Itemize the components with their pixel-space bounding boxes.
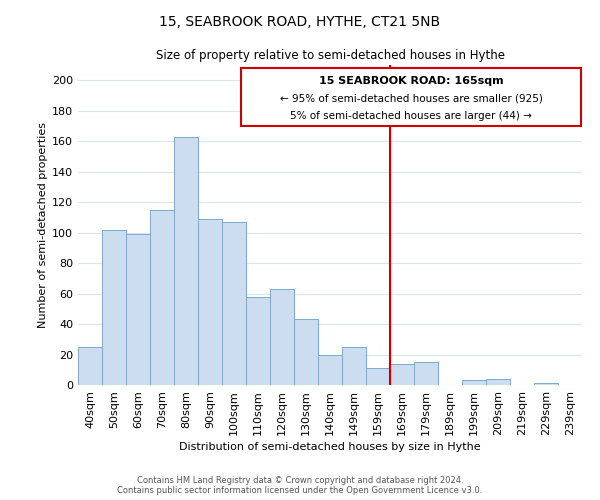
Bar [222, 222, 246, 385]
Bar [294, 320, 318, 385]
Bar [486, 379, 510, 385]
Bar [102, 230, 126, 385]
Bar [390, 364, 414, 385]
Bar [366, 368, 390, 385]
Y-axis label: Number of semi-detached properties: Number of semi-detached properties [38, 122, 48, 328]
Bar [198, 219, 222, 385]
Text: 15 SEABROOK ROAD: 165sqm: 15 SEABROOK ROAD: 165sqm [319, 76, 503, 86]
Text: 5% of semi-detached houses are larger (44) →: 5% of semi-detached houses are larger (4… [290, 110, 532, 120]
Bar [150, 210, 174, 385]
Bar [534, 384, 558, 385]
Text: ← 95% of semi-detached houses are smaller (925): ← 95% of semi-detached houses are smalle… [280, 93, 542, 103]
X-axis label: Distribution of semi-detached houses by size in Hythe: Distribution of semi-detached houses by … [179, 442, 481, 452]
Title: Size of property relative to semi-detached houses in Hythe: Size of property relative to semi-detach… [155, 50, 505, 62]
Text: 15, SEABROOK ROAD, HYTHE, CT21 5NB: 15, SEABROOK ROAD, HYTHE, CT21 5NB [160, 15, 440, 29]
Bar [246, 296, 270, 385]
Bar [174, 136, 198, 385]
FancyBboxPatch shape [241, 68, 581, 126]
Text: Contains HM Land Registry data © Crown copyright and database right 2024.
Contai: Contains HM Land Registry data © Crown c… [118, 476, 482, 495]
Bar [342, 347, 366, 385]
Bar [270, 289, 294, 385]
Bar [78, 347, 102, 385]
Bar [318, 354, 342, 385]
Bar [462, 380, 486, 385]
Bar [126, 234, 150, 385]
Bar [414, 362, 438, 385]
